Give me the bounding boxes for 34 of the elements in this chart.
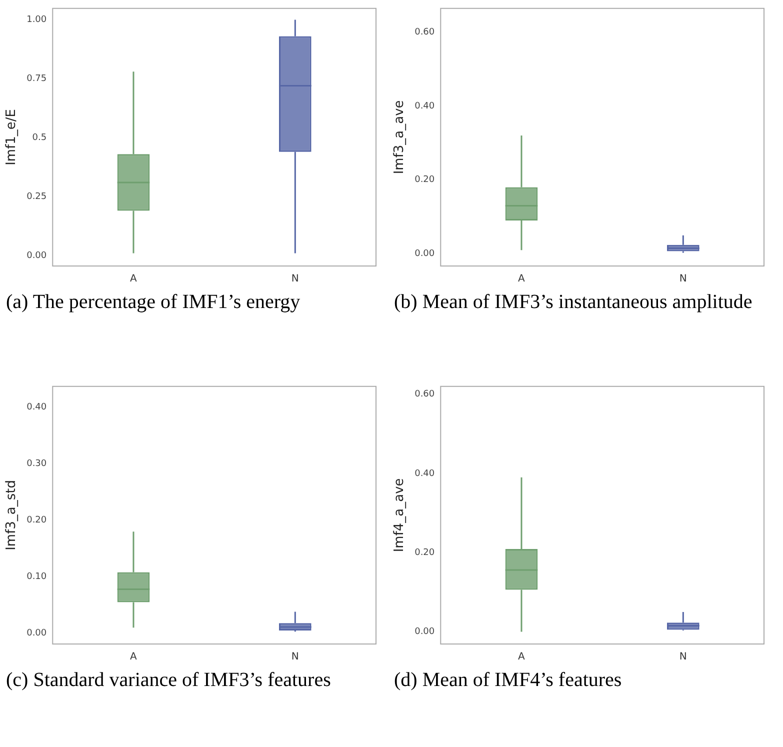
y-axis-title: Imf4_a_ave	[392, 478, 408, 552]
x-tick-label: N	[679, 652, 687, 663]
x-tick-label: A	[130, 274, 138, 285]
y-tick-label: 0.20	[26, 516, 47, 526]
y-tick-label: 0.40	[414, 468, 435, 479]
y-tick-label: 0.40	[414, 101, 435, 112]
y-tick-label: 0.75	[26, 74, 47, 84]
x-tick-label: N	[291, 274, 299, 285]
y-axis-title: Imf3_a_ave	[392, 100, 408, 174]
y-tick-label: 0.00	[26, 628, 47, 639]
y-tick-label: 0.60	[414, 390, 435, 400]
y-tick-label: 0.00	[414, 249, 435, 260]
text: (d) Mean of IMF4’s features	[393, 668, 623, 693]
x-tick-label: N	[679, 274, 687, 285]
y-tick-label: 0.30	[26, 459, 47, 470]
y-tick-label: 0.10	[26, 572, 47, 582]
x-tick-label: N	[291, 652, 299, 663]
y-tick-label: 0.5	[32, 133, 47, 144]
text: (b) Mean of IMF3’s instantaneous amplitude	[393, 290, 754, 315]
y-tick-label: 0.20	[414, 548, 435, 558]
text: (c) Standard variance of IMF3’s features	[5, 668, 332, 693]
x-tick-label: A	[518, 652, 526, 663]
x-tick-label: A	[518, 274, 526, 285]
y-axis-title: Imf3_a_std	[4, 480, 20, 550]
y-tick-label: 0.40	[26, 402, 47, 413]
y-tick-label: 1.00	[26, 15, 47, 26]
x-tick-label: A	[130, 652, 138, 663]
y-tick-label: 0.00	[414, 627, 435, 638]
y-tick-label: 0.00	[26, 250, 47, 261]
y-axis-title: Imf1_e/E	[4, 108, 20, 166]
y-tick-label: 0.20	[414, 175, 435, 186]
y-tick-label: 0.60	[414, 27, 435, 38]
text: (a) The percentage of IMF1’s energy	[5, 290, 302, 315]
y-tick-label: 0.25	[26, 192, 47, 202]
